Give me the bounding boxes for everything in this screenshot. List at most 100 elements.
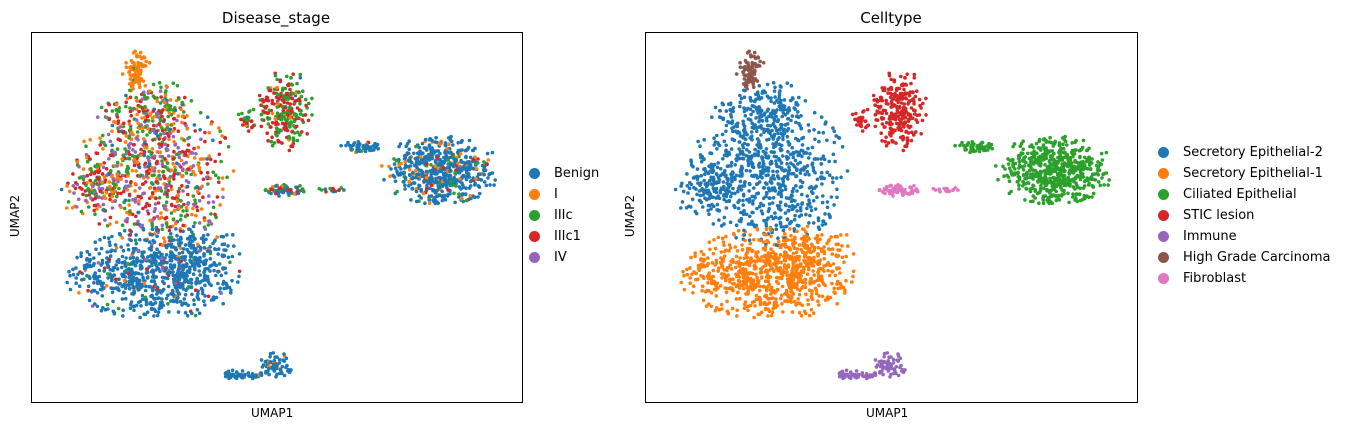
data-point (729, 194, 733, 199)
data-point (1017, 187, 1021, 191)
data-point (744, 168, 749, 173)
data-point (817, 303, 821, 307)
data-point (130, 212, 135, 217)
data-point (205, 115, 210, 119)
data-point (101, 133, 105, 138)
data-point (178, 299, 183, 304)
data-point (486, 158, 491, 162)
data-point (77, 284, 82, 289)
data-point (889, 77, 893, 82)
data-point (750, 210, 754, 215)
data-point (138, 315, 142, 320)
data-point (1031, 168, 1035, 172)
data-point (295, 106, 300, 110)
data-point (131, 148, 135, 152)
data-point (795, 189, 799, 193)
data-point (745, 304, 749, 309)
data-point (803, 281, 808, 285)
data-point (729, 267, 734, 271)
data-point (794, 184, 798, 188)
data-point (417, 168, 422, 172)
data-point (203, 283, 207, 288)
data-point (431, 189, 435, 193)
data-point (729, 160, 734, 165)
data-point (696, 139, 700, 144)
data-point (96, 115, 100, 119)
data-point (177, 263, 182, 268)
data-point (734, 297, 739, 301)
data-point (789, 233, 793, 238)
data-point (681, 269, 685, 274)
data-point (740, 174, 744, 178)
data-point (403, 159, 408, 164)
data-point (137, 202, 141, 206)
data-point (738, 296, 742, 301)
data-point (126, 247, 131, 252)
data-point (919, 132, 923, 136)
data-point (786, 208, 791, 213)
data-point (486, 176, 490, 180)
data-point (124, 152, 128, 156)
data-point (901, 134, 905, 139)
data-point (145, 201, 149, 206)
data-point (82, 139, 86, 144)
data-point (1034, 141, 1039, 146)
data-point (807, 198, 811, 202)
data-point (751, 78, 755, 82)
data-point (860, 129, 865, 133)
data-point (724, 123, 729, 128)
data-point (761, 240, 766, 244)
data-point (805, 194, 810, 198)
data-point (127, 198, 131, 203)
data-point (766, 169, 771, 173)
data-point (288, 87, 292, 92)
data-point (735, 314, 739, 318)
data-point (835, 187, 839, 192)
data-point (1104, 150, 1109, 155)
data-point (299, 108, 303, 113)
data-point (707, 212, 711, 216)
data-point (908, 185, 912, 189)
data-point (738, 179, 743, 184)
data-point (277, 361, 282, 365)
data-point (789, 83, 794, 88)
data-point (282, 373, 287, 378)
data-point (803, 285, 808, 290)
data-point (719, 115, 723, 120)
data-point (914, 118, 918, 122)
data-point (806, 146, 810, 151)
data-point (202, 299, 206, 304)
data-point (464, 155, 468, 160)
data-point (752, 186, 756, 190)
data-point (110, 199, 115, 204)
data-point (417, 194, 422, 198)
data-point (718, 109, 722, 113)
data-point (773, 211, 777, 215)
data-point (755, 129, 759, 134)
data-point (765, 238, 769, 243)
data-point (815, 177, 820, 182)
data-point (734, 72, 739, 76)
data-point (873, 103, 877, 107)
data-point (761, 149, 766, 154)
data-point (789, 199, 794, 204)
data-point (207, 154, 212, 158)
data-point (145, 209, 150, 213)
data-point (691, 284, 696, 289)
data-point (805, 164, 810, 168)
data-point (1078, 155, 1082, 160)
data-point (1081, 138, 1086, 143)
data-point (778, 253, 783, 257)
data-point (783, 232, 787, 236)
data-point (159, 211, 163, 215)
data-point (777, 276, 781, 280)
data-point (831, 262, 836, 266)
data-point (754, 116, 758, 120)
data-point (148, 218, 152, 223)
data-point (1027, 168, 1032, 173)
data-point (116, 137, 121, 141)
data-point (716, 235, 721, 240)
data-point (211, 138, 215, 143)
data-point (207, 194, 211, 198)
data-point (736, 121, 740, 126)
